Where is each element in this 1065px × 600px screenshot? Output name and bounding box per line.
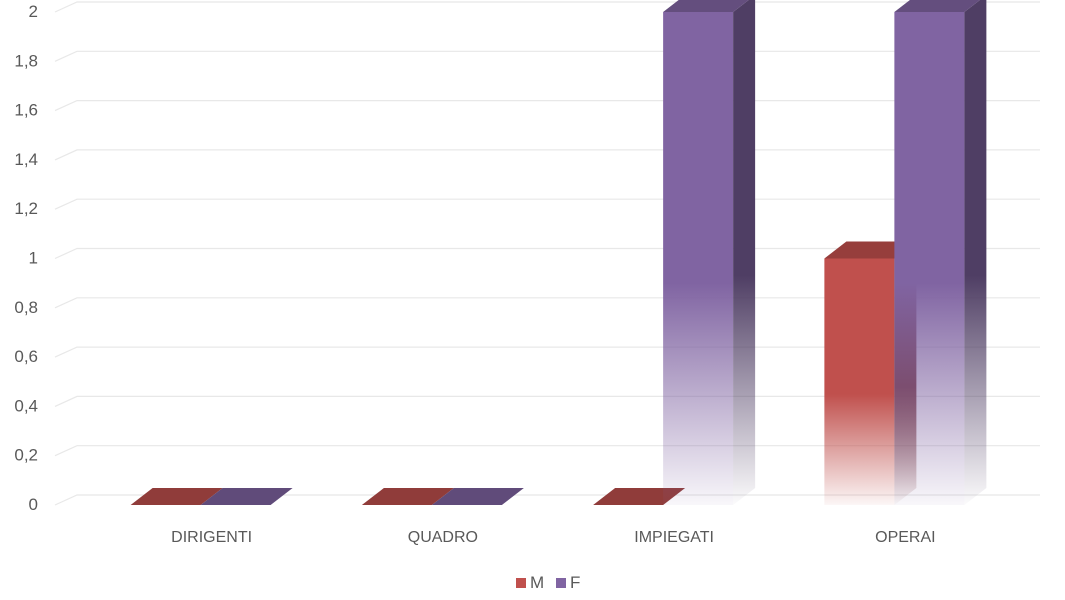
y-tick-label: 1,6 <box>14 101 38 120</box>
bar-f-operai <box>894 0 987 505</box>
gridline <box>54 99 1040 112</box>
legend-swatch-m <box>516 578 526 588</box>
legend-swatch-f <box>556 578 566 588</box>
x-tick-label: DIRIGENTI <box>171 529 252 546</box>
bar-m-quadro <box>361 488 454 505</box>
x-tick-label: QUADRO <box>408 529 478 546</box>
y-tick-label: 0,6 <box>14 347 38 366</box>
legend-label-m: M <box>530 573 544 592</box>
bars <box>130 0 987 505</box>
y-tick-label: 1 <box>29 249 38 268</box>
legend-label-f: F <box>570 573 580 592</box>
y-tick-label: 2 <box>29 2 38 21</box>
y-tick-label: 0,8 <box>14 298 38 317</box>
y-axis-ticks: 0 0,2 0,4 0,6 0,8 1 1,2 1,4 1,6 1,8 2 <box>14 2 38 514</box>
y-tick-label: 1,2 <box>14 199 38 218</box>
gridline <box>54 149 1040 161</box>
y-tick-label: 1,8 <box>14 51 38 70</box>
x-tick-label: OPERAI <box>875 529 935 546</box>
x-tick-label: IMPIEGATI <box>634 529 714 546</box>
bar-f-impiegati <box>663 0 756 505</box>
bar-m-impiegati <box>593 488 686 505</box>
y-tick-label: 0,2 <box>14 446 38 465</box>
gridline <box>54 50 1040 62</box>
y-tick-label: 1,4 <box>14 150 38 169</box>
gridline <box>54 198 1040 210</box>
y-tick-label: 0 <box>29 495 38 514</box>
bar-m-dirigenti <box>130 488 223 505</box>
bar-f-quadro <box>431 488 524 505</box>
gridline <box>54 1 1040 13</box>
y-tick-label: 0,4 <box>14 396 38 415</box>
x-axis-labels: DIRIGENTI QUADRO IMPIEGATI OPERAI <box>171 529 935 546</box>
bar-f-dirigenti <box>200 488 293 505</box>
